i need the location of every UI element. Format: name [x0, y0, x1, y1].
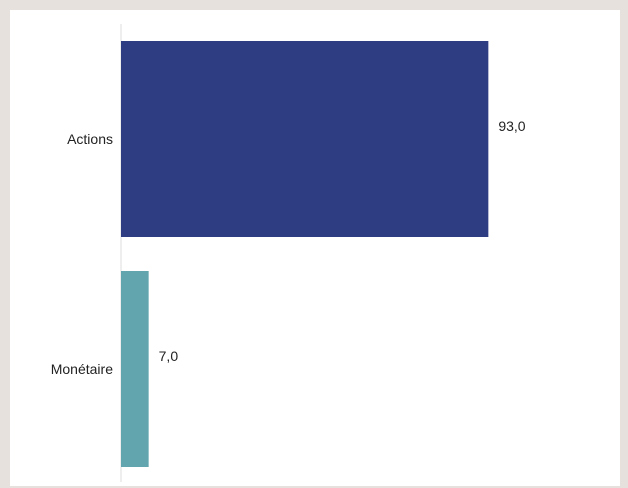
- bar-mon-taire: [121, 271, 149, 467]
- category-label: Monétaire: [51, 361, 113, 377]
- bar-chart: Actions 93,0 Monétaire 7,0: [51, 24, 526, 482]
- value-label: 7,0: [159, 348, 179, 364]
- value-label: 93,0: [498, 118, 525, 134]
- bar-actions: [121, 41, 489, 237]
- chart-panel: Actions 93,0 Monétaire 7,0: [10, 10, 620, 486]
- category-label: Actions: [67, 131, 113, 147]
